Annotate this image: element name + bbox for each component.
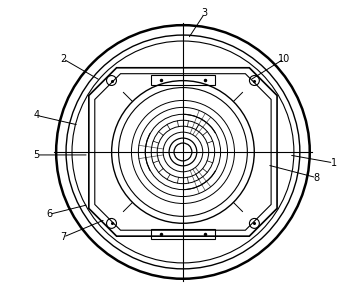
Text: 3: 3 — [202, 8, 208, 18]
Text: 7: 7 — [60, 232, 66, 242]
Text: 5: 5 — [33, 150, 39, 160]
Bar — [151, 229, 215, 239]
Bar — [151, 75, 215, 85]
Text: 6: 6 — [46, 209, 52, 219]
Text: 10: 10 — [278, 54, 290, 64]
Text: 4: 4 — [33, 110, 39, 120]
Text: 8: 8 — [313, 173, 320, 183]
Text: 1: 1 — [331, 158, 337, 168]
Text: 2: 2 — [60, 54, 66, 64]
